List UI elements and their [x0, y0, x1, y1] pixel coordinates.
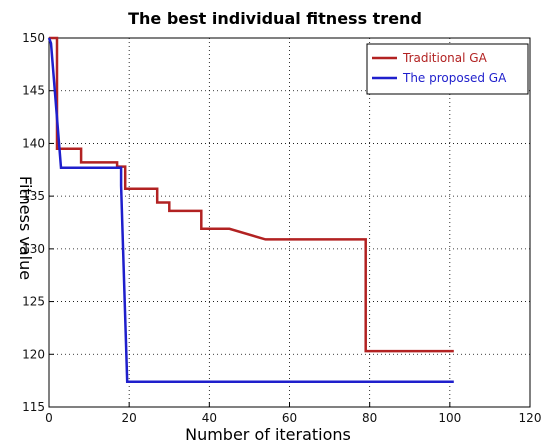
- tick-layer: 0 20 40 60 80 100 120 115 120 125 130 135 140 145 150: [22, 31, 541, 425]
- legend: Traditional GA The proposed GA: [366, 43, 529, 95]
- legend-box: [366, 43, 529, 95]
- x-tick-label: 100: [438, 411, 461, 425]
- y-axis-label: Fitness value: [16, 176, 35, 280]
- chart-title: The best individual fitness trend: [128, 9, 422, 28]
- x-axis-label: Number of iterations: [185, 425, 351, 444]
- x-tick-label: 80: [362, 411, 377, 425]
- y-tick-label: 135: [22, 189, 45, 203]
- x-tick-label: 120: [519, 411, 542, 425]
- series-line-traditional-ga: [49, 36, 454, 353]
- grid-layer: [49, 38, 530, 407]
- y-tick-label: 150: [22, 31, 45, 45]
- x-tick-label: 60: [282, 411, 297, 425]
- legend-label: The proposed GA: [402, 71, 507, 85]
- y-tick-label: 140: [22, 136, 45, 150]
- x-tick-label: 40: [202, 411, 217, 425]
- series-layer: [47, 36, 454, 383]
- series-line-proposed-ga: [47, 37, 454, 383]
- legend-label: Traditional GA: [402, 51, 488, 65]
- y-tick-label: 115: [22, 400, 45, 414]
- x-tick-label: 0: [45, 411, 53, 425]
- y-tick-label: 130: [22, 242, 45, 256]
- y-tick-label: 120: [22, 347, 45, 361]
- y-tick-label: 125: [22, 295, 45, 309]
- x-tick-label: 20: [122, 411, 137, 425]
- y-tick-label: 145: [22, 84, 45, 98]
